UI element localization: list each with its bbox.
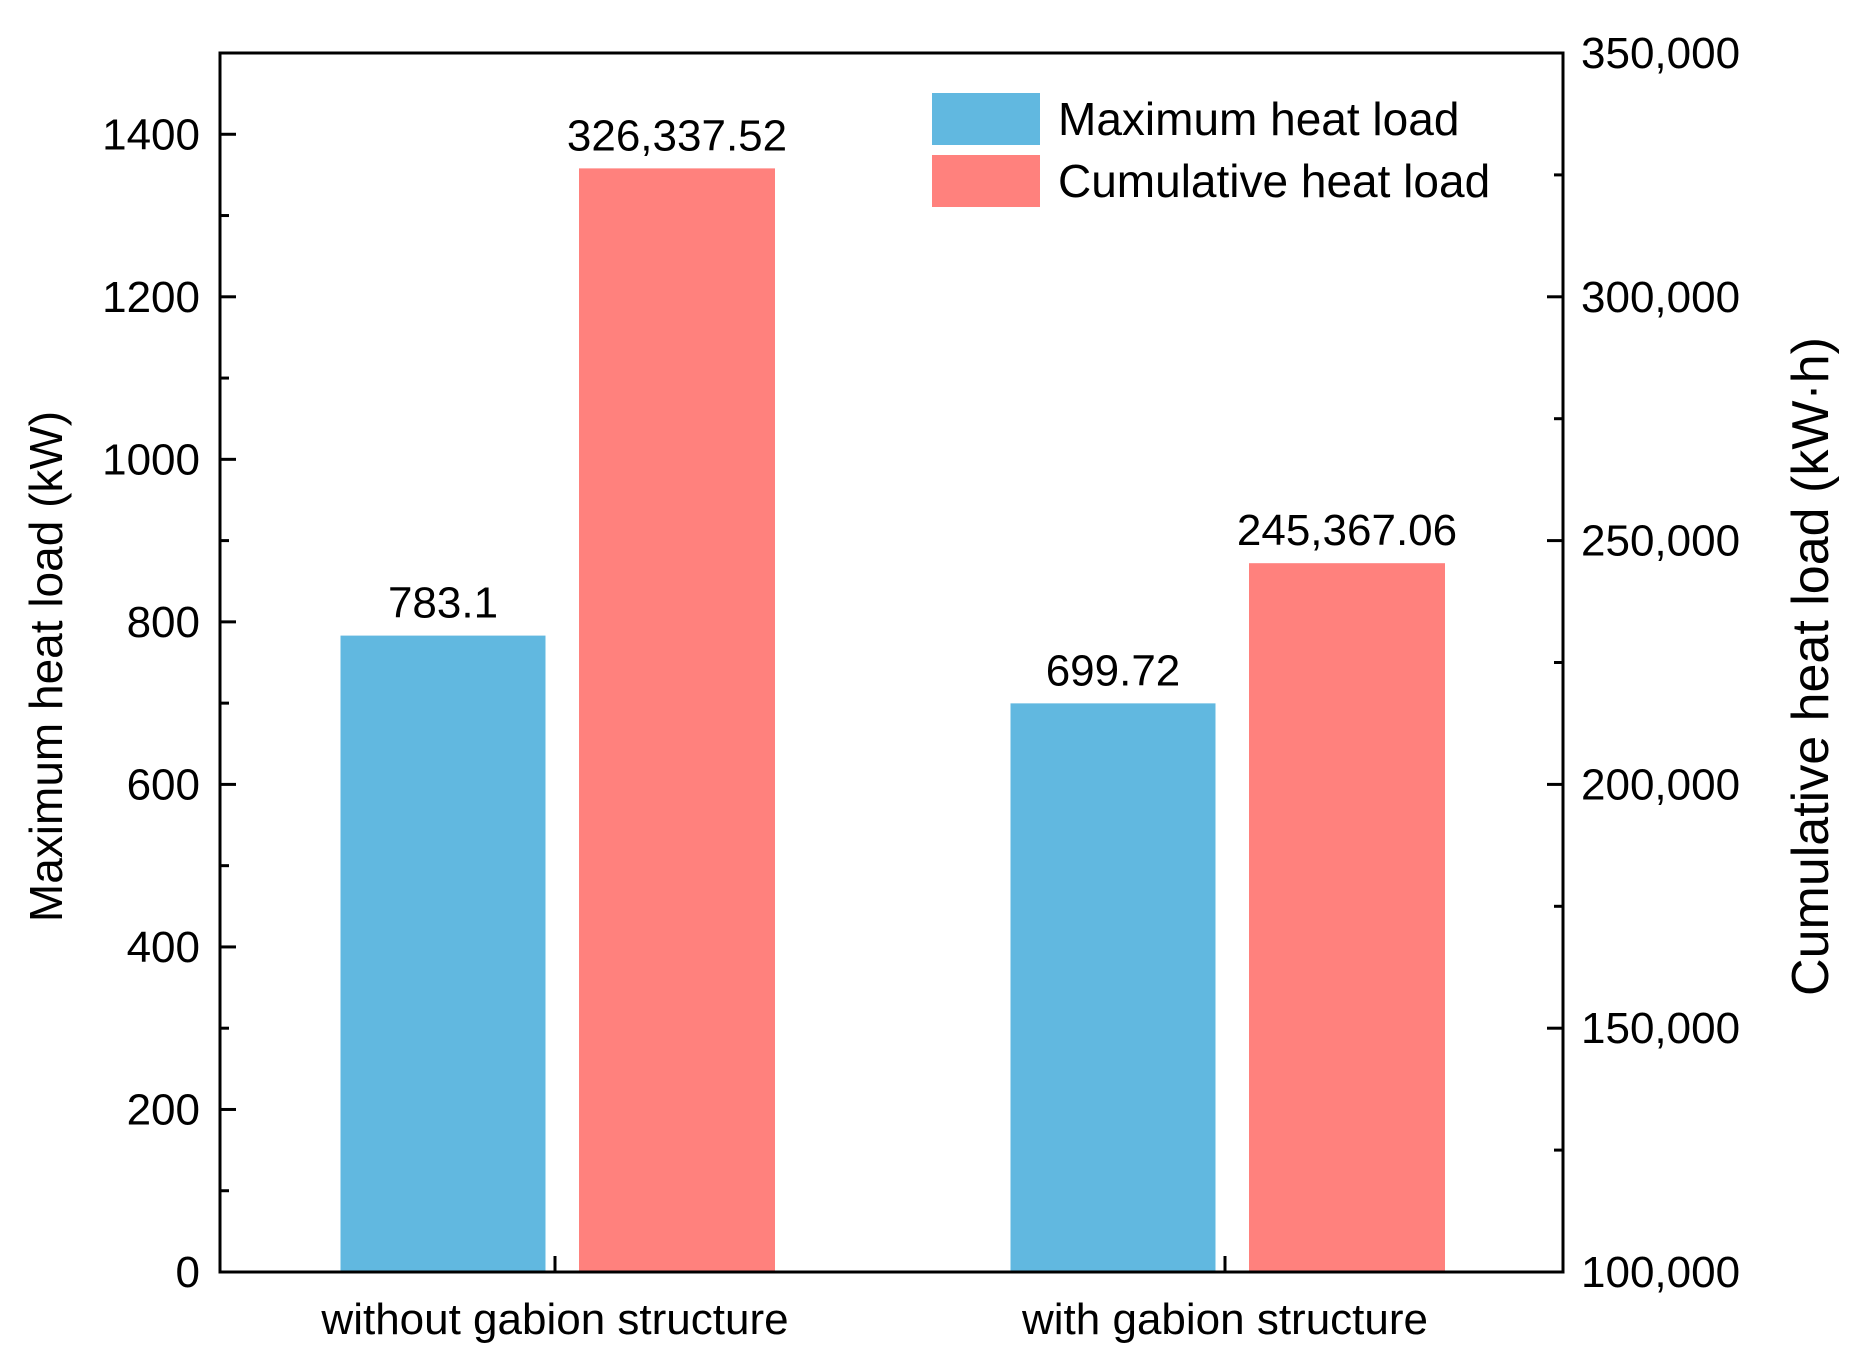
y-left-tick-label: 600 bbox=[127, 760, 200, 809]
y-left-tick-label: 200 bbox=[127, 1085, 200, 1134]
y-right-tick-label: 300,000 bbox=[1581, 273, 1740, 322]
legend-label-maximum-heat-load: Maximum heat load bbox=[1058, 93, 1459, 145]
y-right-tick-label: 150,000 bbox=[1581, 1004, 1740, 1053]
legend-swatch-cumulative-heat-load bbox=[932, 155, 1040, 207]
legend-swatch-maximum-heat-load bbox=[932, 93, 1040, 145]
y-left-tick-label: 400 bbox=[127, 923, 200, 972]
x-tick-label: with gabion structure bbox=[1021, 1295, 1428, 1344]
y-axis-right-title: Cumulative heat load (kW·h) bbox=[1782, 337, 1840, 996]
data-label-maximum-heat-load-2: 699.72 bbox=[1046, 646, 1181, 695]
y-left-tick-label: 1200 bbox=[102, 273, 200, 322]
y-left-tick-label: 0 bbox=[176, 1248, 200, 1297]
bar-maximum-heat-load-1 bbox=[340, 635, 546, 1272]
x-tick-label: without gabion structure bbox=[320, 1295, 788, 1344]
data-label-cumulative-heat-load-1: 326,337.52 bbox=[567, 111, 787, 160]
y-right-tick-label: 100,000 bbox=[1581, 1248, 1740, 1297]
plot-frame bbox=[218, 51, 1565, 1274]
bars-layer bbox=[340, 168, 1445, 1272]
y-right-tick-label: 250,000 bbox=[1581, 517, 1740, 566]
legend: Maximum heat load Cumulative heat load bbox=[932, 93, 1490, 207]
y-left-tick-label: 1000 bbox=[102, 435, 200, 484]
data-label-cumulative-heat-load-2: 245,367.06 bbox=[1237, 506, 1457, 555]
y-axis-left-title: Maximum heat load (kW) bbox=[20, 411, 72, 922]
y-right-tick-label: 350,000 bbox=[1581, 29, 1740, 78]
y-left-tick-label: 800 bbox=[127, 598, 200, 647]
bar-maximum-heat-load-2 bbox=[1010, 703, 1216, 1272]
labels-layer: 783.1 326,337.52 without gabion structure 6… bbox=[102, 29, 1740, 1344]
bar-cumulative-heat-load-1 bbox=[579, 168, 775, 1272]
data-label-maximum-heat-load-1: 783.1 bbox=[388, 579, 498, 628]
y-left-tick-label: 1400 bbox=[102, 110, 200, 159]
y-right-tick-label: 200,000 bbox=[1581, 760, 1740, 809]
legend-label-cumulative-heat-load: Cumulative heat load bbox=[1058, 155, 1490, 207]
bar-cumulative-heat-load-2 bbox=[1249, 563, 1445, 1272]
